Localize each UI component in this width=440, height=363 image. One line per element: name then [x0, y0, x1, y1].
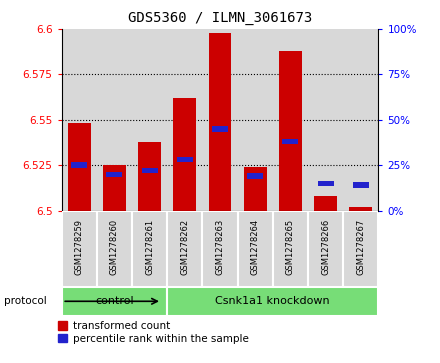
Bar — [68, 123, 91, 211]
Bar — [97, 29, 132, 211]
Bar — [273, 29, 308, 211]
Text: GSM1278262: GSM1278262 — [180, 219, 189, 275]
Bar — [209, 33, 231, 211]
Bar — [62, 287, 167, 316]
Text: control: control — [95, 296, 134, 306]
Title: GDS5360 / ILMN_3061673: GDS5360 / ILMN_3061673 — [128, 11, 312, 25]
Text: GSM1278263: GSM1278263 — [216, 219, 224, 275]
Bar — [282, 139, 298, 144]
Bar — [97, 211, 132, 287]
Bar — [273, 211, 308, 287]
Bar — [62, 211, 97, 287]
Bar — [349, 207, 372, 211]
Text: protocol: protocol — [4, 296, 47, 306]
Bar — [314, 196, 337, 211]
Bar — [62, 29, 97, 211]
Text: GSM1278267: GSM1278267 — [356, 219, 365, 275]
Legend: transformed count, percentile rank within the sample: transformed count, percentile rank withi… — [58, 321, 249, 344]
Bar — [167, 287, 378, 316]
Bar — [103, 165, 126, 211]
Bar — [167, 29, 202, 211]
Bar — [132, 211, 167, 287]
Bar — [202, 211, 238, 287]
Bar — [238, 211, 273, 287]
Bar — [343, 211, 378, 287]
Bar — [142, 168, 158, 174]
Bar — [279, 51, 302, 211]
Text: GSM1278265: GSM1278265 — [286, 219, 295, 275]
Bar — [132, 29, 167, 211]
Bar — [244, 167, 267, 211]
Bar — [308, 29, 343, 211]
Bar — [343, 29, 378, 211]
Bar — [308, 211, 343, 287]
Text: GSM1278261: GSM1278261 — [145, 219, 154, 275]
Bar — [247, 173, 263, 179]
Text: GSM1278266: GSM1278266 — [321, 219, 330, 275]
Bar — [106, 172, 122, 177]
Bar — [167, 211, 202, 287]
Bar — [212, 126, 228, 132]
Text: GSM1278264: GSM1278264 — [251, 219, 260, 275]
Bar — [202, 29, 238, 211]
Bar — [353, 183, 369, 188]
Bar — [138, 142, 161, 211]
Text: Csnk1a1 knockdown: Csnk1a1 knockdown — [216, 296, 330, 306]
Bar — [318, 181, 334, 186]
Bar — [177, 157, 193, 163]
Bar — [71, 163, 87, 168]
Text: GSM1278259: GSM1278259 — [75, 219, 84, 275]
Bar — [173, 98, 196, 211]
Bar — [238, 29, 273, 211]
Text: GSM1278260: GSM1278260 — [110, 219, 119, 275]
